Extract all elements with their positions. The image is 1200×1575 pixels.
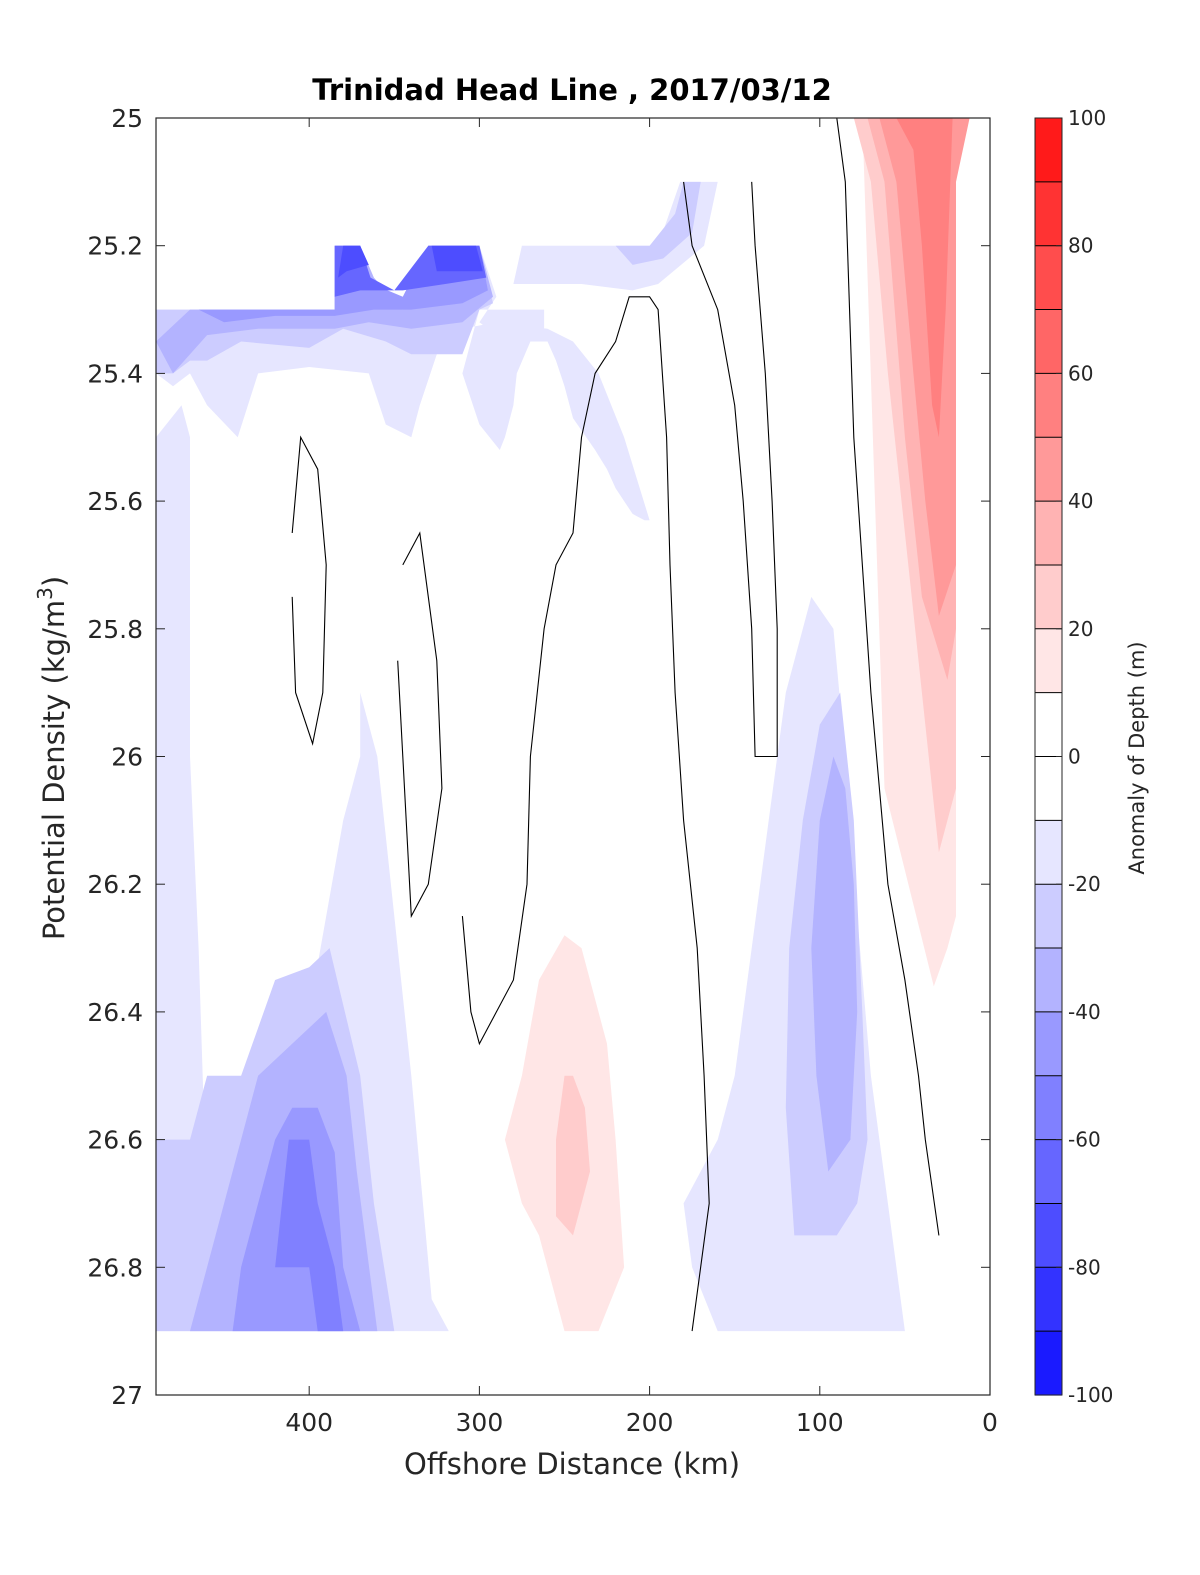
colorbar-tick-label: -60	[1068, 1128, 1101, 1152]
colorbar-tick-label: -40	[1068, 1000, 1101, 1024]
x-tick-label: 0	[982, 1408, 998, 1437]
colorbar-segment	[1035, 1267, 1062, 1332]
colorbar-tick-label: -80	[1068, 1255, 1101, 1279]
y-tick-label: 25.4	[87, 359, 143, 388]
zero-contour-c	[461, 296, 710, 1332]
colorbar-tick-label: 80	[1068, 234, 1093, 258]
colorbar-tick-label: 20	[1068, 617, 1093, 641]
colorbar-segment	[1035, 245, 1062, 311]
colorbar-tick-label: 100	[1068, 106, 1106, 130]
plot-area: 400 300 200 100 0 25 25.2 25.4 25.6 25.8 26 26.2 26…	[87, 104, 998, 1437]
y-tick-label: 26.6	[87, 1126, 143, 1155]
y-tick-label: 25.8	[87, 615, 143, 644]
chart-title: Trinidad Head Line , 2017/03/12	[312, 73, 832, 107]
colorbar-tick-label: -100	[1068, 1383, 1113, 1407]
x-tick-label: 200	[626, 1408, 674, 1437]
contour-region-blue-top-80	[338, 245, 369, 278]
colorbar: 100 80 60 40 20 0 -20 -40 -60 -80 -100	[1034, 106, 1113, 1407]
colorbar-segment	[1035, 756, 1062, 821]
y-tick-label: 26.4	[87, 998, 143, 1027]
contour-region-blue-top-80b	[431, 245, 483, 272]
colorbar-segment	[1035, 437, 1062, 502]
x-tick-label: 300	[456, 1408, 504, 1437]
y-axis-title: Potential Density (kg/m3)	[33, 576, 71, 940]
y-tick-label: 27	[111, 1381, 143, 1410]
colorbar-segment	[1035, 884, 1062, 949]
y-tick-label: 26.2	[87, 870, 143, 899]
x-tick-label: 400	[285, 1408, 333, 1437]
zero-contour-d	[683, 181, 778, 758]
y-tick-label: 26	[111, 743, 143, 772]
colorbar-segment	[1035, 564, 1062, 630]
y-axis-title-main: Potential Density (kg/m	[37, 600, 71, 940]
colorbar-segment	[1035, 309, 1062, 374]
colorbar-title: Anomaly of Depth (m)	[1125, 641, 1149, 874]
y-axis-title-close: )	[37, 576, 71, 587]
y-tick-label: 25	[111, 104, 143, 133]
contour-region-red-coastal-50	[896, 118, 953, 438]
colorbar-tick-label: 60	[1068, 361, 1093, 385]
zero-contour-layer	[291, 118, 940, 1332]
zero-contour-a	[291, 435, 327, 746]
contour-region-blue-left-10	[156, 405, 449, 1332]
y-axis: 25 25.2 25.4 25.6 25.8 26 26.2 26.4 26.6 26.8 27	[87, 104, 990, 1410]
colorbar-segment	[1035, 118, 1062, 183]
y-axis-title-superscript: 3	[33, 587, 57, 600]
colorbar-segment	[1035, 820, 1062, 885]
contour-region-blue-top-20-right	[615, 181, 701, 265]
colorbar-segment	[1035, 1331, 1062, 1396]
x-axis: 400 300 200 100 0	[285, 118, 998, 1437]
colorbar-segment	[1035, 1011, 1062, 1077]
contour-fill-layer	[156, 118, 970, 1332]
colorbar-segment	[1035, 181, 1062, 247]
colorbar-segment	[1035, 692, 1062, 758]
y-tick-label: 25.6	[87, 487, 143, 516]
colorbar-tick-label: -20	[1068, 872, 1101, 896]
colorbar-segment	[1035, 373, 1062, 438]
x-axis-title: Offshore Distance (km)	[404, 1447, 740, 1481]
x-tick-label: 100	[796, 1408, 844, 1437]
contour-region-blue-top-20	[156, 245, 493, 374]
contour-region-red-center-20	[556, 1075, 590, 1236]
colorbar-segment	[1035, 948, 1062, 1013]
colorbar-segment	[1035, 1075, 1062, 1141]
y-tick-label: 25.2	[87, 232, 143, 261]
contour-region-blue-left-50	[275, 1139, 344, 1332]
colorbar-tick-label: 0	[1068, 745, 1081, 769]
contour-region-blue-right-30	[811, 756, 858, 1172]
contour-region-blue-top-10-right	[513, 181, 718, 291]
zero-contour-coastal	[836, 118, 940, 1236]
zero-contour-b	[397, 531, 443, 919]
colorbar-segment	[1035, 1203, 1062, 1268]
colorbar-segment	[1035, 628, 1062, 694]
colorbar-segment	[1035, 1139, 1062, 1205]
colorbar-segment	[1035, 501, 1062, 566]
colorbar-tick-label: 40	[1068, 489, 1093, 513]
y-tick-label: 26.8	[87, 1253, 143, 1282]
